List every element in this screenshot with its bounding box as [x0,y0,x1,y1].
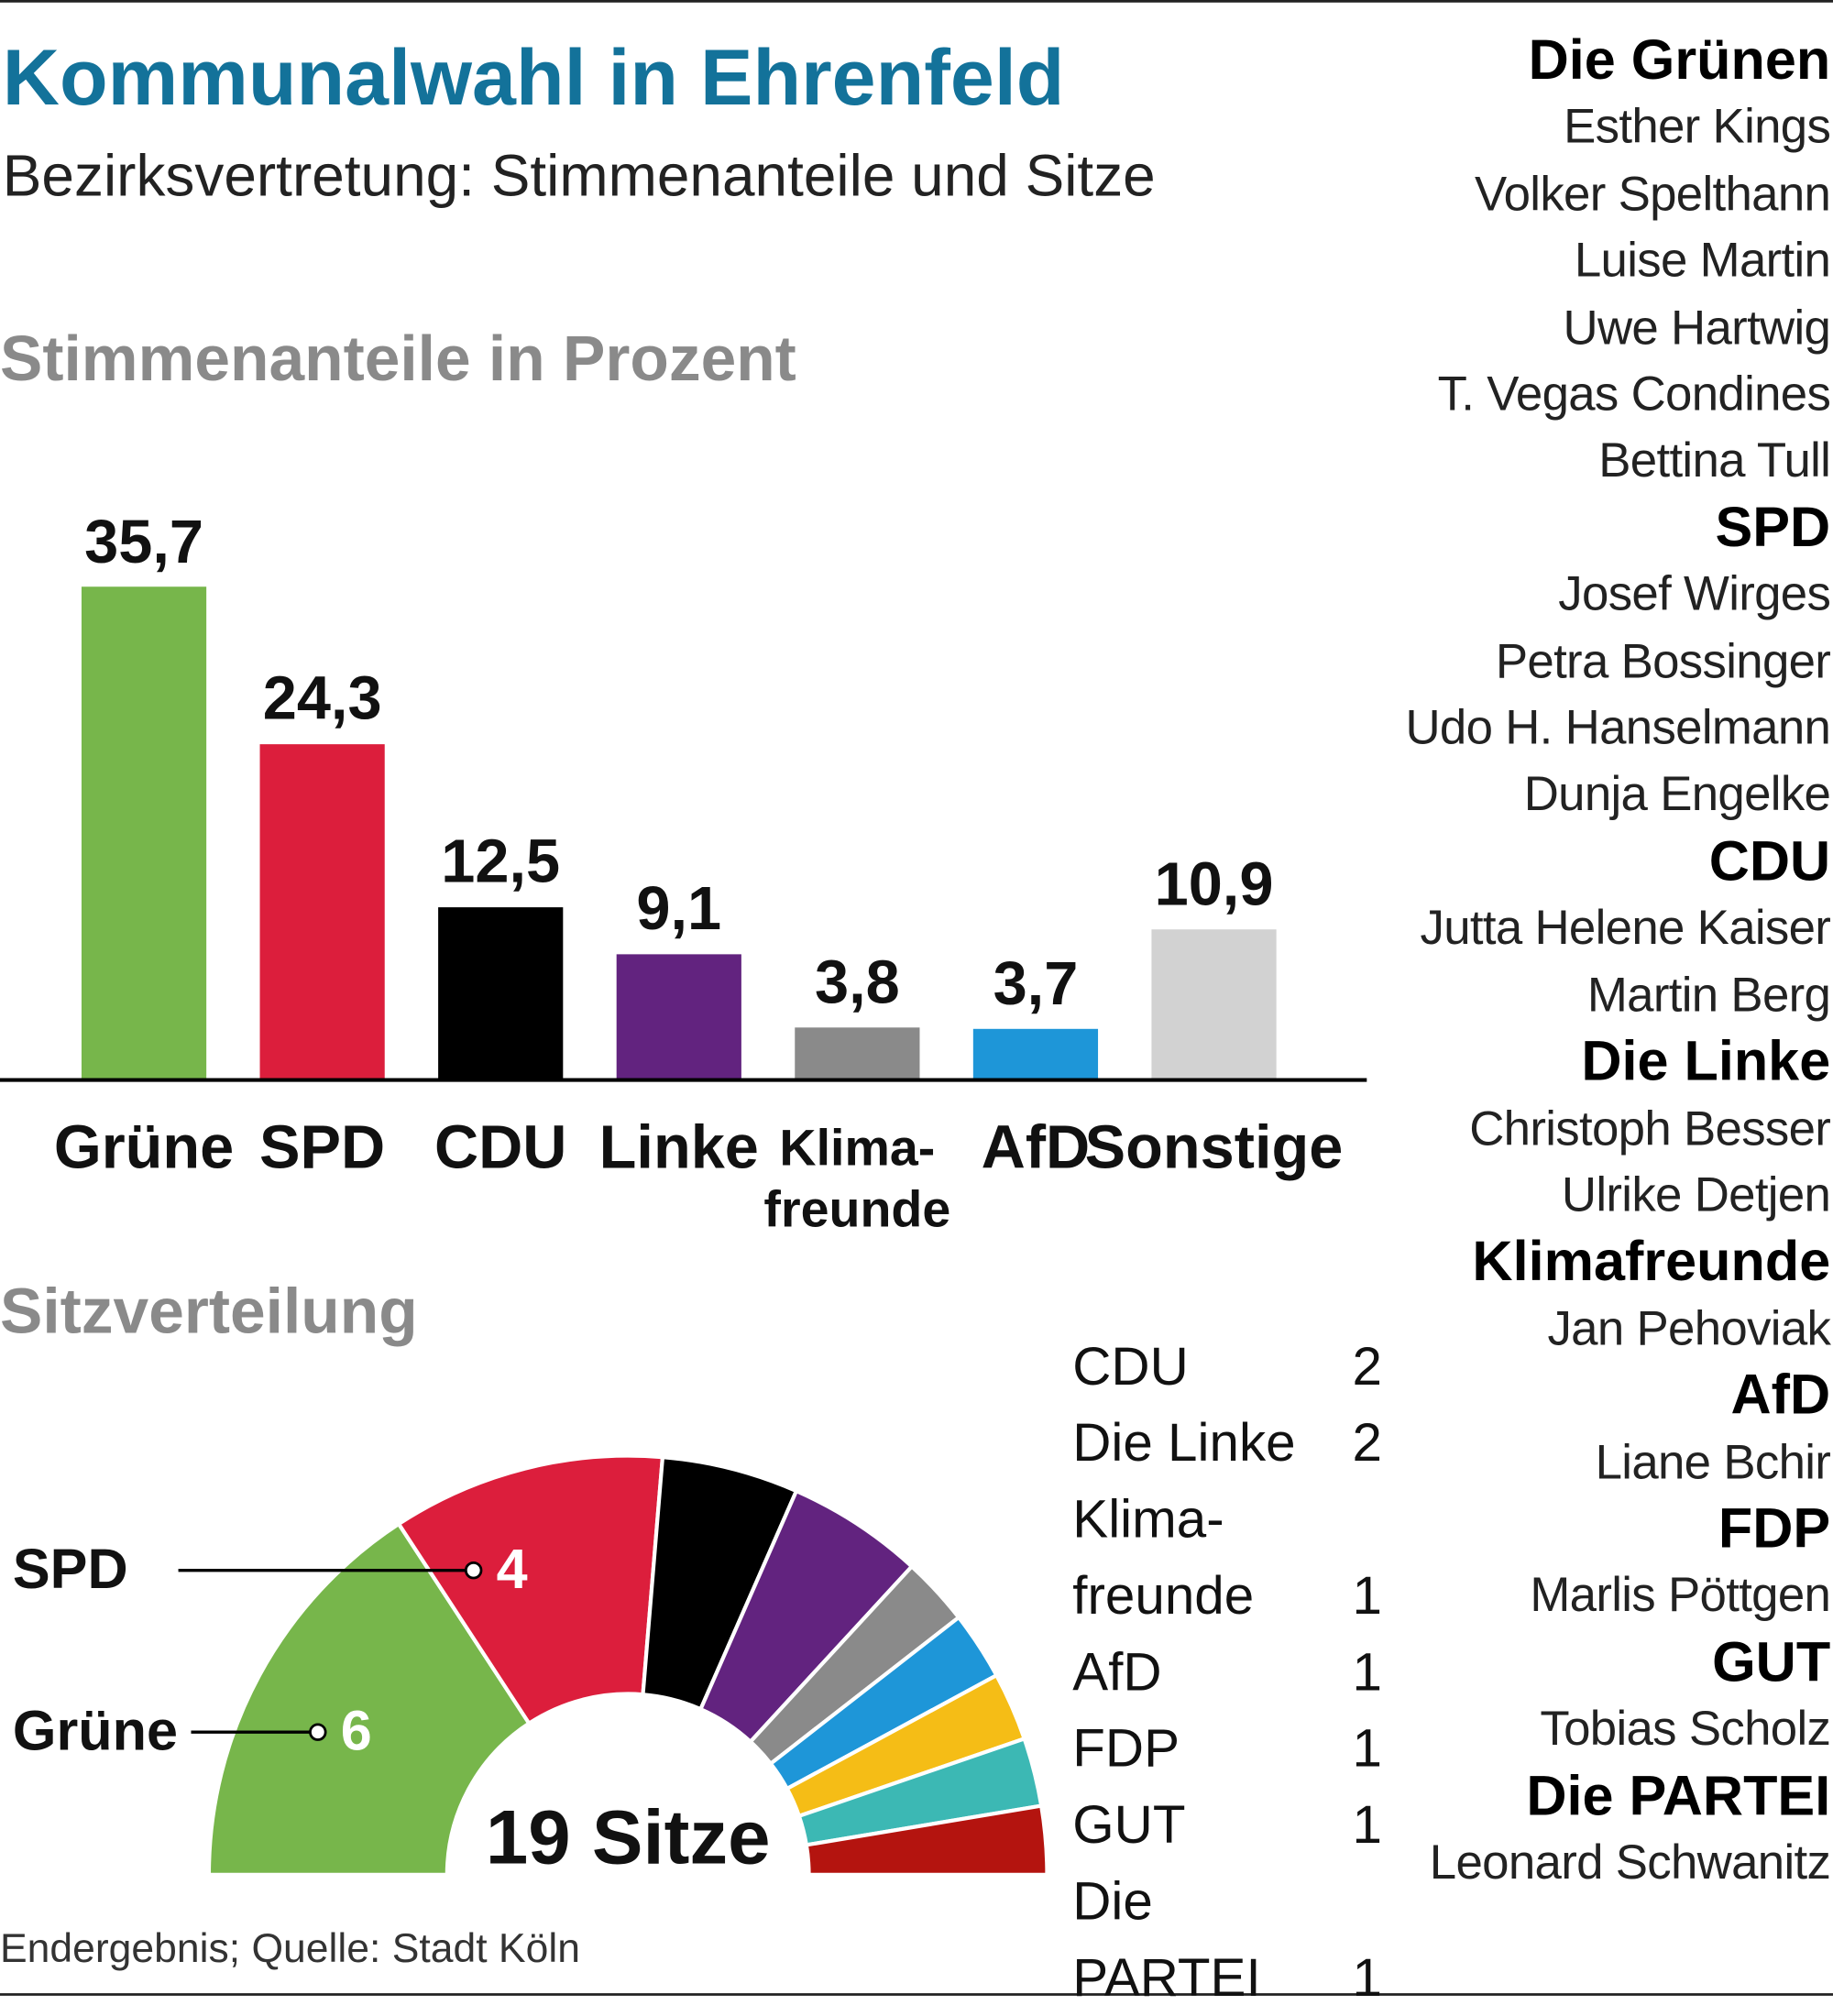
seat-row: Klima- freunde 1 [1072,1481,1382,1634]
seat-count: 2 [1352,1412,1382,1473]
seat-row: Die PARTEI 1 [1072,1863,1382,2016]
seat-party: FDP [1072,1717,1180,1779]
value-label: 10,9 [1154,850,1274,919]
value-label: 3,7 [993,950,1079,1019]
x-tick-label: Grüne [53,1114,235,1182]
seat-row: FDP 1 [1072,1711,1382,1787]
source: Endergebnis; Quelle: Stadt Köln [0,1924,580,1971]
bar [259,744,385,1080]
bar-chart-title: Stimmenanteile in Prozent [0,323,796,395]
member-name: Luise Martin [1574,235,1831,289]
party-heading: CDU [1708,830,1831,893]
x-tick-label: Sonstige [1084,1114,1344,1182]
callout-label: SPD [12,1538,128,1601]
member-name: Christoph Besser [1469,1101,1831,1156]
seat-row: GUT 1 [1072,1787,1382,1863]
callout-value: 6 [340,1700,372,1763]
value-label: 12,5 [441,828,561,897]
party-heading: AfD [1730,1364,1831,1427]
seat-party: AfD [1072,1641,1162,1702]
seat-count: 1 [1352,1565,1382,1626]
x-tick-label: AfD [981,1114,1091,1182]
bar [81,586,207,1080]
member-name: Udo H. Hanselmann [1405,701,1831,756]
member-name: Jan Pehoviak [1547,1302,1831,1356]
seat-count: 1 [1352,1641,1382,1702]
member-name: Ulrike Detjen [1561,1168,1831,1223]
seat-party: CDU [1072,1335,1189,1397]
party-heading: Die Grünen [1528,28,1831,93]
callout-value: 4 [496,1538,528,1601]
seat-segment [804,1803,1049,1877]
member-name: Dunja Engelke [1523,768,1831,823]
seat-segment [206,1521,532,1877]
member-list: Die Grünen Esther Kings Volker Spelthann Lu… [1405,28,1830,1897]
seat-party: Klima- freunde [1072,1488,1255,1626]
x-tick-label: CDU [434,1114,567,1182]
x-tick-label: Klima- freunde [763,1121,951,1238]
member-name: Tobias Scholz [1540,1703,1831,1757]
seat-chart-title: Sitzverteilung [0,1275,418,1347]
value-label: 3,8 [814,948,900,1017]
member-name: Josef Wirges [1558,568,1831,622]
bar [972,1028,1099,1080]
seat-row: AfD 1 [1072,1634,1382,1710]
member-name: Esther Kings [1564,101,1831,155]
seat-party: GUT [1072,1794,1186,1855]
party-heading: Die PARTEI [1526,1764,1831,1827]
party-heading: GUT [1712,1631,1831,1694]
seat-party: Die Linke [1072,1412,1296,1473]
member-name: Liane Bchir [1595,1436,1831,1490]
x-tick-label: SPD [259,1114,386,1182]
party-heading: SPD [1715,496,1831,559]
seat-party: Die PARTEI [1072,1870,1261,2008]
seat-row: Die Linke 2 [1072,1405,1382,1481]
callout-dot [309,1723,327,1741]
party-heading: Die Linke [1581,1030,1831,1093]
seat-count: 1 [1352,1794,1382,1855]
member-name: Leonard Schwanitz [1429,1836,1831,1890]
party-heading: FDP [1718,1497,1831,1561]
seat-count: 1 [1352,1947,1382,2008]
member-name: Uwe Hartwig [1563,301,1831,356]
seat-list: CDU 2 Die Linke 2 Klima- freunde 1 AfD 1 FDP 1 GUT… [1072,1329,1382,2016]
member-name: Petra Bossinger [1495,635,1831,689]
party-heading: Klimafreunde [1472,1231,1831,1294]
member-name: Bettina Tull [1598,434,1831,488]
callout-dot [464,1561,483,1580]
center-label: 19 Sitze [485,1794,771,1880]
value-label: 9,1 [636,876,722,944]
bar [795,1027,920,1080]
bar [616,954,741,1080]
member-name: Marlis Pöttgen [1530,1569,1831,1624]
bar [438,907,564,1080]
seat-count: 1 [1352,1717,1382,1779]
bar [1151,929,1277,1080]
subtitle: Bezirksvertretung: Stimmenanteile und Si… [2,142,1156,209]
value-label: 35,7 [84,508,203,576]
member-name: Jutta Helene Kaiser [1420,902,1831,956]
x-tick-label: Linke [598,1114,759,1182]
member-name: Volker Spelthann [1474,168,1831,222]
title: Kommunalwahl in Ehrenfeld [2,34,1065,123]
member-name: Martin Berg [1586,969,1831,1023]
value-label: 24,3 [262,665,382,734]
member-name: T. Vegas Condines [1437,367,1831,422]
seat-count: 2 [1352,1335,1382,1397]
callout-label: Grüne [12,1700,178,1763]
seat-segment [396,1453,665,1726]
seat-row: CDU 2 [1072,1329,1382,1405]
